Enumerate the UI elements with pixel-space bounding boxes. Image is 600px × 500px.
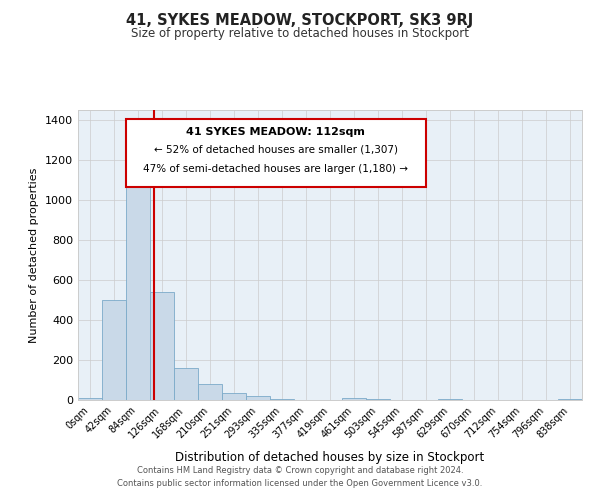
Bar — [174, 368, 198, 400]
Bar — [270, 399, 294, 400]
Bar — [558, 399, 582, 400]
Bar — [366, 399, 390, 400]
Bar — [222, 393, 246, 400]
Bar — [198, 384, 222, 400]
Text: 47% of semi-detached houses are larger (1,180) →: 47% of semi-detached houses are larger (… — [143, 164, 409, 173]
Text: 41, SYKES MEADOW, STOCKPORT, SK3 9RJ: 41, SYKES MEADOW, STOCKPORT, SK3 9RJ — [127, 12, 473, 28]
Text: Size of property relative to detached houses in Stockport: Size of property relative to detached ho… — [131, 28, 469, 40]
Bar — [246, 396, 270, 400]
Bar — [126, 169, 150, 400]
FancyBboxPatch shape — [126, 118, 426, 187]
Bar — [102, 300, 126, 400]
Bar — [438, 399, 462, 400]
Bar — [78, 398, 102, 400]
Text: ← 52% of detached houses are smaller (1,307): ← 52% of detached houses are smaller (1,… — [154, 145, 398, 155]
Text: 41 SYKES MEADOW: 112sqm: 41 SYKES MEADOW: 112sqm — [187, 128, 365, 138]
Bar — [342, 398, 366, 400]
Bar — [150, 292, 174, 400]
X-axis label: Distribution of detached houses by size in Stockport: Distribution of detached houses by size … — [175, 451, 485, 464]
Text: Contains HM Land Registry data © Crown copyright and database right 2024.
Contai: Contains HM Land Registry data © Crown c… — [118, 466, 482, 487]
Y-axis label: Number of detached properties: Number of detached properties — [29, 168, 40, 342]
